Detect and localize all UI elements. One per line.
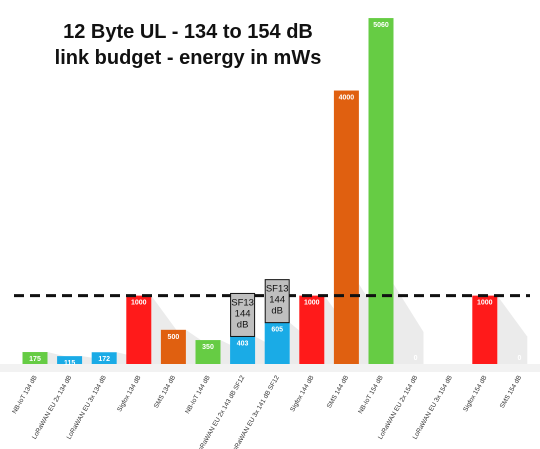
bar-2	[91, 352, 117, 364]
bar-1	[57, 356, 83, 364]
category-label-5: NB-IoT 144 dB	[184, 375, 212, 416]
value-label-10: 5060	[373, 22, 389, 29]
annotation-text-1-2: dB	[271, 306, 283, 317]
value-label-11: 0	[414, 355, 418, 362]
category-label-10: NB-IoT 154 dB	[357, 375, 385, 416]
chart-title-line-2: link budget - energy in mWs	[55, 47, 322, 69]
value-label-6: 403	[237, 340, 249, 347]
value-label-1: 115	[64, 360, 75, 367]
annotation-text-0-0: SF13	[231, 297, 254, 308]
category-label-0: NB-IoT 134 dB	[11, 375, 39, 416]
annotation-text-1-0: SF13	[266, 284, 289, 295]
value-label-4: 500	[168, 334, 180, 341]
category-label-3: Sigfox 134 dB	[116, 375, 142, 414]
chart-floor	[0, 364, 540, 372]
category-label-8: Sigfox 144 dB	[289, 375, 315, 414]
value-label-9: 4000	[339, 95, 355, 102]
bar-7	[264, 322, 290, 364]
value-label-12: 0	[448, 355, 452, 362]
category-label-4: SMS 134 dB	[153, 375, 177, 410]
annotation-text-0-1: 144	[235, 308, 251, 319]
annotation-box-0	[230, 292, 256, 337]
value-label-5: 350	[202, 344, 214, 351]
annotation-text-0-2: dB	[237, 319, 249, 330]
value-label-3: 1000	[131, 300, 147, 307]
value-label-0: 175	[29, 356, 41, 363]
annotation-box-1	[264, 279, 290, 324]
bar-5	[195, 340, 221, 364]
bar-10	[368, 18, 394, 364]
bar-0	[22, 352, 48, 364]
category-label-12: LoRaWAN EU 3x 154 dB	[412, 375, 454, 441]
category-label-13: Sigfox 154 dB	[462, 375, 488, 414]
category-label-2: LoRaWAN EU 3x 134 dB	[66, 375, 108, 441]
value-label-14: 0	[517, 355, 521, 362]
bar-6	[230, 336, 256, 364]
bar-shadow	[497, 295, 528, 364]
bar-13	[472, 295, 498, 364]
bar-3	[126, 295, 152, 364]
category-label-11: LoRaWAN EU 2x 154 dB	[377, 375, 419, 441]
annotation-text-1-1: 144	[269, 295, 285, 306]
bar-4	[160, 329, 186, 364]
category-label-14: SMS 154 dB	[499, 375, 523, 410]
bar-shadow	[393, 284, 424, 364]
category-label-9: SMS 144 dB	[326, 375, 350, 410]
value-label-8: 1000	[304, 300, 320, 307]
value-label-13: 1000	[477, 300, 493, 307]
value-label-7: 605	[271, 327, 283, 334]
bar-8	[299, 295, 325, 364]
value-label-2: 172	[98, 356, 110, 363]
category-label-1: LoRaWAN EU 2x 134 dB	[31, 375, 73, 441]
chart-title-line-1: 12 Byte UL - 134 to 154 dB	[63, 21, 313, 43]
bar-9	[333, 90, 359, 365]
